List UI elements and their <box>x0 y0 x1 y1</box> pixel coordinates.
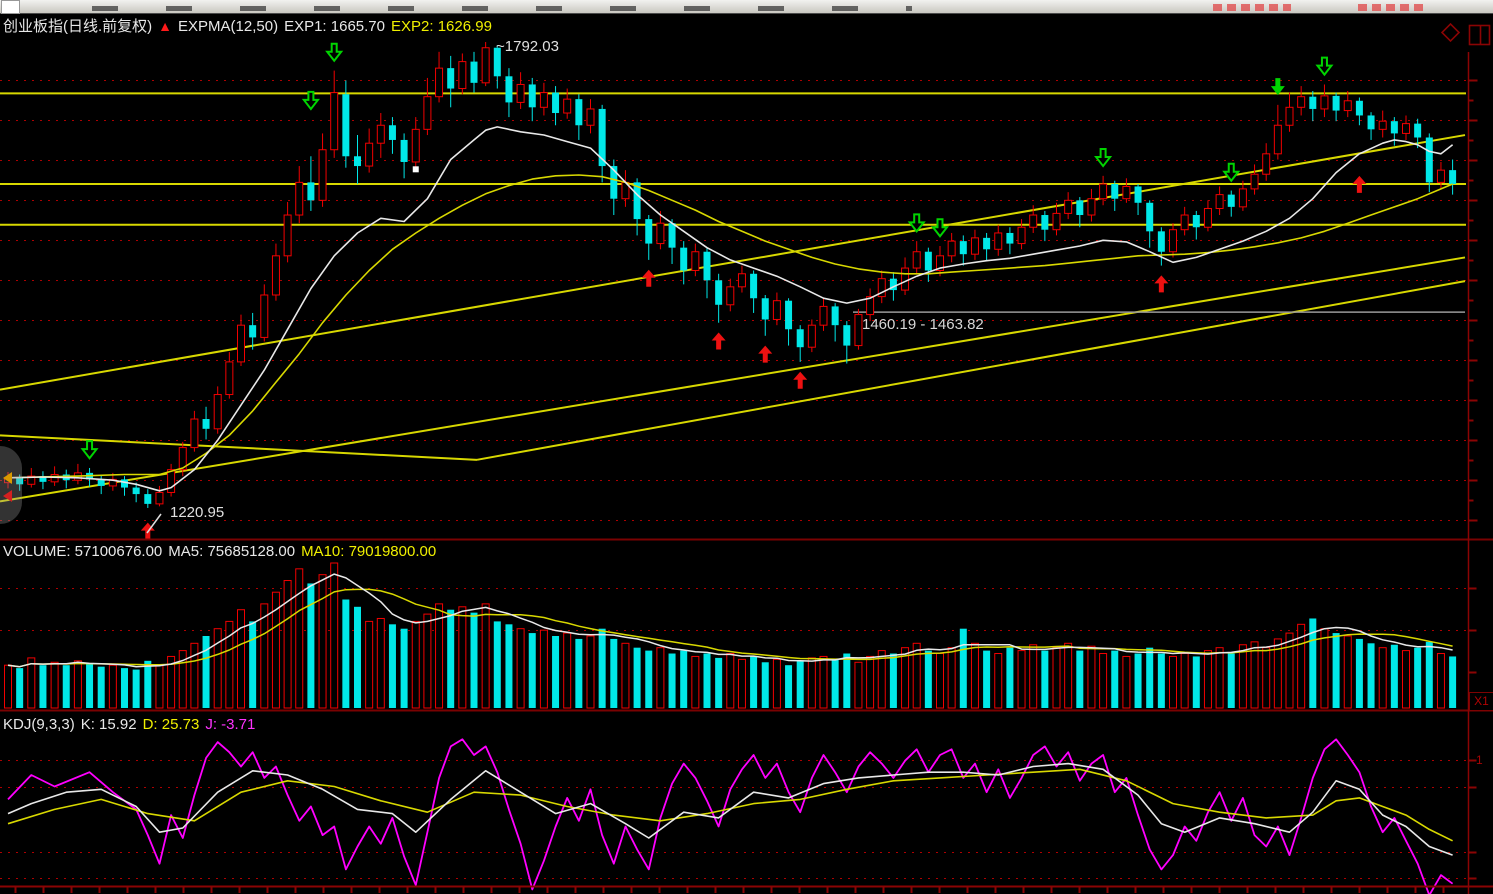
volume-ma5: MA5: 75685128.00 <box>168 543 296 560</box>
indicator-label: EXPMA(12,50) <box>178 18 279 35</box>
menubar-quote-fragment <box>1358 4 1428 11</box>
volume-value: VOLUME: 57100676.00 <box>3 543 163 560</box>
up-arrow-icon: ▲ <box>158 18 173 34</box>
diamond-icon[interactable] <box>1440 22 1462 49</box>
chart-title: 创业板指(日线.前复权) <box>3 18 153 35</box>
main-chart-header: 创业板指(日线.前复权) ▲ EXPMA(12,50) EXP1: 1665.70 EX… <box>3 15 498 36</box>
kdj-d-value: D: 25.73 <box>142 716 200 733</box>
volume-ma10: MA10: 79019800.00 <box>301 543 437 560</box>
menubar-button[interactable] <box>1 0 20 14</box>
top-menubar[interactable] <box>0 0 1493 14</box>
menubar-quote-fragment <box>1213 4 1291 11</box>
kdj-k-value: K: 15.92 <box>80 716 137 733</box>
kdj-header: KDJ(9,3,3) K: 15.92 D: 25.73 J: -3.71 <box>3 716 261 733</box>
back-arrow-red-icon <box>3 490 12 502</box>
exp2-value: EXP2: 1626.99 <box>391 18 492 35</box>
kdj-axis-label: 1 <box>1476 753 1483 767</box>
kdj-j-value: J: -3.71 <box>205 716 256 733</box>
kdj-label: KDJ(9,3,3) <box>3 716 75 733</box>
exp1-value: EXP1: 1665.70 <box>284 18 385 35</box>
page-back-control[interactable] <box>0 446 22 524</box>
peak-price-annotation: ~1792.03 <box>496 38 559 55</box>
volume-header: VOLUME: 57100676.00 MA5: 75685128.00 MA10:… <box>3 543 442 560</box>
menubar-items-clipped <box>92 6 912 11</box>
back-arrow-icon <box>3 472 12 484</box>
split-window-icon[interactable] <box>1467 22 1493 53</box>
low-price-annotation: 1220.95 <box>170 504 225 521</box>
gap-range-annotation: 1460.19 - 1463.82 <box>862 316 984 333</box>
zoom-level-label[interactable]: X1 <box>1469 692 1493 711</box>
